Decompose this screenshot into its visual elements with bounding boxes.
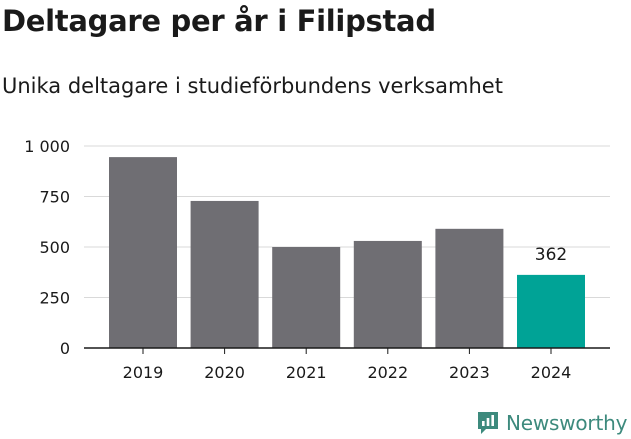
data-label: 362 [535, 245, 567, 265]
y-tick-label: 250 [39, 289, 70, 308]
x-tick-label: 2022 [367, 363, 408, 382]
newsworthy-brand: Newsworthy [476, 408, 627, 438]
bar-2019 [109, 157, 177, 348]
brand-name: Newsworthy [506, 411, 628, 435]
chart-subtitle: Unika deltagare i studieförbundens verks… [2, 74, 503, 98]
bar-2023 [435, 228, 504, 348]
x-tick-label: 2019 [123, 363, 164, 382]
chart-title: Deltagare per år i Filipstad [2, 4, 436, 38]
bar-2022 [353, 240, 422, 348]
bar-chart: 0 250 500 750 1 000 2019 2020 2021 2022 2023 362 20… [24, 137, 610, 382]
x-tick-label: 2024 [531, 363, 572, 382]
newsworthy-logo-icon [478, 412, 498, 434]
y-tick-label: 0 [60, 339, 70, 358]
bar-2024 [517, 274, 585, 348]
y-tick-label: 500 [39, 238, 70, 257]
bar-2020 [190, 200, 259, 348]
x-tick-label: 2023 [449, 363, 490, 382]
bar-2021 [272, 247, 341, 348]
y-tick-label: 1 000 [24, 137, 70, 156]
x-tick-label: 2020 [204, 363, 245, 382]
y-tick-label: 750 [39, 188, 70, 207]
x-tick-label: 2021 [286, 363, 327, 382]
